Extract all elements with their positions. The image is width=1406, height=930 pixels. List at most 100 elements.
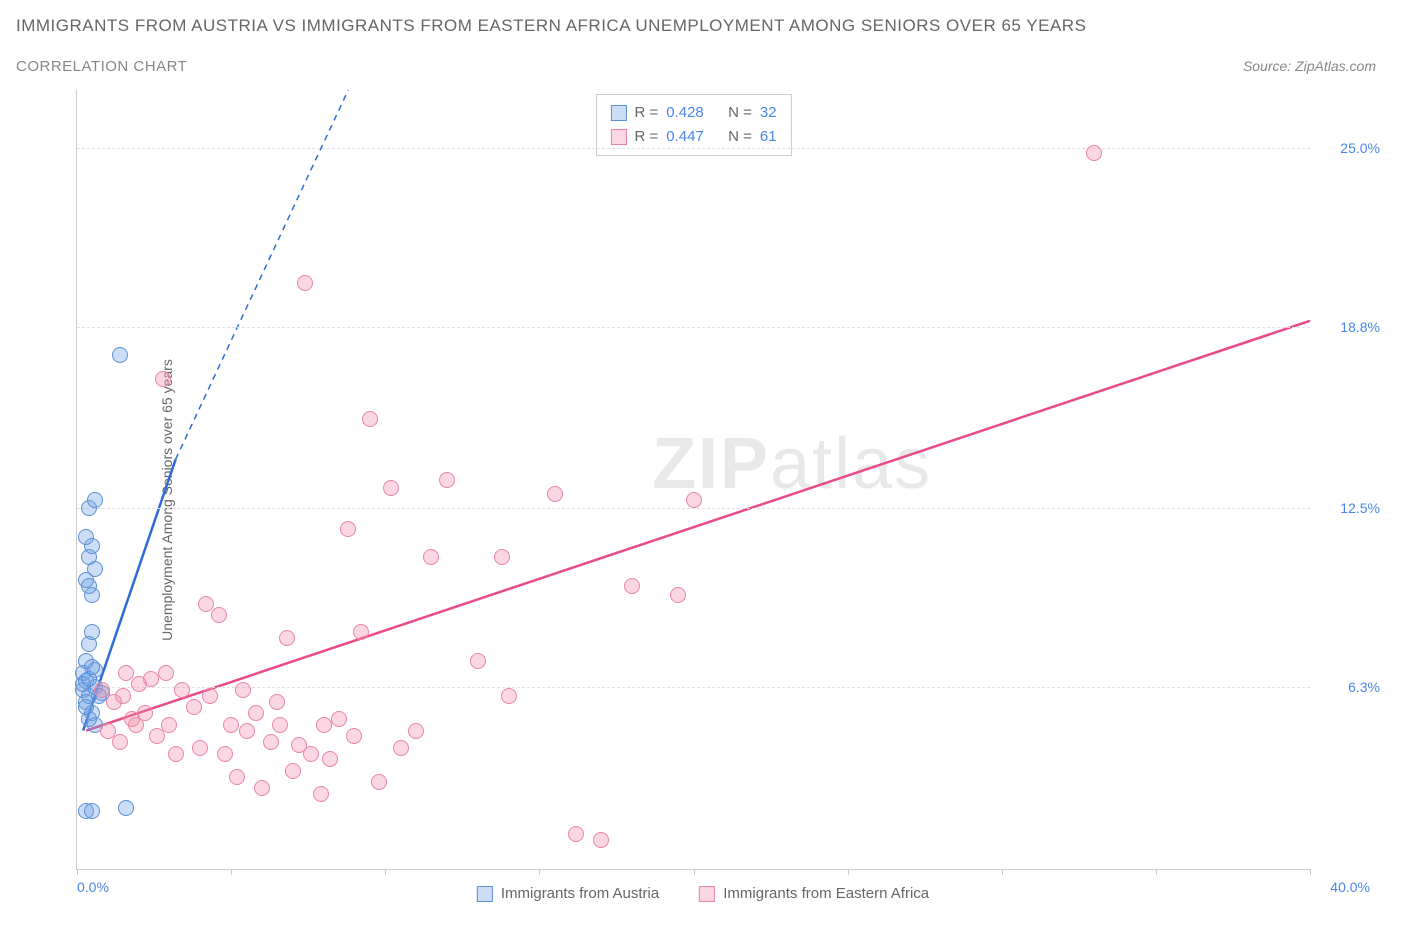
n-label: N =: [728, 101, 752, 125]
data-point: [192, 740, 208, 756]
data-point: [313, 786, 329, 802]
data-point: [371, 774, 387, 790]
data-point: [383, 480, 399, 496]
legend-label: Immigrants from Austria: [501, 885, 659, 902]
data-point: [239, 723, 255, 739]
legend-item: Immigrants from Eastern Africa: [699, 885, 929, 902]
x-tick: [77, 869, 78, 875]
n-value: 61: [760, 125, 777, 149]
data-point: [423, 549, 439, 565]
data-point: [223, 717, 239, 733]
chart-subtitle: CORRELATION CHART: [16, 58, 187, 75]
legend-swatch: [477, 886, 493, 902]
data-point: [340, 521, 356, 537]
data-point: [161, 717, 177, 733]
r-label: R =: [634, 125, 658, 149]
data-point: [112, 347, 128, 363]
data-point: [84, 803, 100, 819]
data-point: [168, 746, 184, 762]
gridline: [77, 687, 1310, 688]
watermark-zip: ZIP: [652, 424, 770, 504]
data-point: [285, 763, 301, 779]
x-tick: [848, 869, 849, 875]
r-value: 0.447: [666, 125, 704, 149]
legend-swatch: [610, 129, 626, 145]
r-value: 0.428: [666, 101, 704, 125]
data-point: [235, 682, 251, 698]
data-point: [84, 659, 100, 675]
legend-item: Immigrants from Austria: [477, 885, 659, 902]
y-tick-label: 18.8%: [1340, 319, 1380, 335]
chart-container: Unemployment Among Seniors over 65 years…: [16, 90, 1390, 910]
data-point: [229, 769, 245, 785]
data-point: [115, 688, 131, 704]
x-axis-max-label: 40.0%: [1330, 879, 1370, 895]
data-point: [439, 472, 455, 488]
data-point: [303, 746, 319, 762]
x-tick: [1310, 869, 1311, 875]
data-point: [686, 492, 702, 508]
data-point: [202, 688, 218, 704]
data-point: [87, 492, 103, 508]
x-tick: [694, 869, 695, 875]
data-point: [155, 371, 171, 387]
data-point: [362, 411, 378, 427]
x-tick: [231, 869, 232, 875]
data-point: [211, 607, 227, 623]
gridline: [77, 327, 1310, 328]
gridline: [77, 508, 1310, 509]
x-tick: [539, 869, 540, 875]
chart-title: IMMIGRANTS FROM AUSTRIA VS IMMIGRANTS FR…: [16, 16, 1086, 36]
data-point: [624, 578, 640, 594]
data-point: [78, 529, 94, 545]
stats-row: R = 0.447 N = 61: [610, 125, 776, 149]
data-point: [269, 694, 285, 710]
data-point: [346, 728, 362, 744]
data-point: [217, 746, 233, 762]
data-point: [670, 587, 686, 603]
data-point: [316, 717, 332, 733]
data-point: [331, 711, 347, 727]
x-tick: [385, 869, 386, 875]
y-tick-label: 25.0%: [1340, 140, 1380, 156]
data-point: [198, 596, 214, 612]
stats-row: R = 0.428 N = 32: [610, 101, 776, 125]
data-point: [128, 717, 144, 733]
data-point: [254, 780, 270, 796]
data-point: [547, 486, 563, 502]
bottom-legend: Immigrants from Austria Immigrants from E…: [477, 885, 929, 902]
y-tick-label: 6.3%: [1348, 679, 1380, 695]
data-point: [118, 665, 134, 681]
data-point: [81, 578, 97, 594]
n-label: N =: [728, 125, 752, 149]
data-point: [393, 740, 409, 756]
legend-swatch: [610, 105, 626, 121]
trend-lines: [77, 90, 1310, 869]
data-point: [494, 549, 510, 565]
data-point: [118, 800, 134, 816]
n-value: 32: [760, 101, 777, 125]
data-point: [353, 624, 369, 640]
plot-area: ZIPatlas R =0.428 N =32R =0.447 N =61 0.…: [76, 90, 1310, 870]
x-tick: [1156, 869, 1157, 875]
data-point: [568, 826, 584, 842]
data-point: [272, 717, 288, 733]
data-point: [297, 275, 313, 291]
data-point: [322, 751, 338, 767]
data-point: [470, 653, 486, 669]
data-point: [143, 671, 159, 687]
x-axis-min-label: 0.0%: [77, 879, 109, 895]
gridline: [77, 148, 1310, 149]
data-point: [84, 624, 100, 640]
data-point: [186, 699, 202, 715]
legend-label: Immigrants from Eastern Africa: [723, 885, 929, 902]
data-point: [248, 705, 264, 721]
r-label: R =: [634, 101, 658, 125]
x-tick: [1002, 869, 1003, 875]
y-tick-label: 12.5%: [1340, 500, 1380, 516]
data-point: [149, 728, 165, 744]
data-point: [158, 665, 174, 681]
data-point: [593, 832, 609, 848]
data-point: [263, 734, 279, 750]
data-point: [279, 630, 295, 646]
